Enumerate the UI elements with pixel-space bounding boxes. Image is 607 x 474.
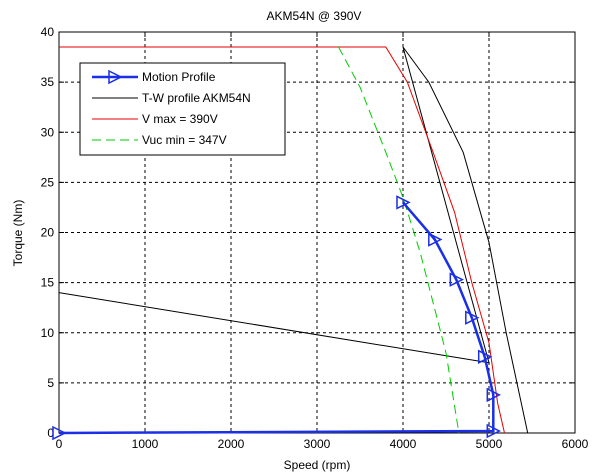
y-tick-label: 10 [41,326,55,340]
data-point [486,387,501,403]
x-tick-label: 2000 [218,437,245,451]
data-point [52,425,67,441]
y-tick-label: 25 [41,175,55,189]
series-line [338,46,460,434]
series-line [58,201,495,435]
x-tick-label: 3000 [304,437,331,451]
data-point [477,349,493,365]
y-tick-label: 0 [47,426,54,440]
y-axis-label: Torque (Nm) [11,200,25,267]
x-tick-label: 6000 [562,437,589,451]
x-tick-label: 4000 [390,437,417,451]
data-point [449,272,464,287]
chart-title: AKM54N @ 390V [267,9,362,23]
legend-label: Vuc min = 347V [142,133,227,147]
legend: Motion Profile T-W profile AKM54N V max = … [79,62,286,156]
axis-ticks: 0 1000 2000 3000 4000 5000 6000 0 5 10 15 20 25 30 35 4… [41,25,589,451]
legend-label: Motion Profile [142,70,216,84]
series-layer [52,46,529,441]
data-point [465,310,480,325]
y-tick-label: 20 [41,226,55,240]
data-point [428,232,443,247]
x-axis-label: Speed (rpm) [284,458,351,472]
y-tick-label: 30 [41,125,55,139]
series-line [58,46,529,434]
legend-marker [108,69,123,85]
y-tick-label: 5 [47,376,54,390]
x-tick-label: 0 [56,437,63,451]
legend-label: T-W profile AKM54N [142,91,251,105]
y-tick-label: 35 [41,75,55,89]
data-point [396,195,411,210]
y-tick-label: 15 [41,276,55,290]
x-tick-label: 1000 [132,437,159,451]
series-line [59,46,505,434]
x-tick-label: 5000 [476,437,503,451]
y-tick-label: 40 [41,25,55,39]
data-point [486,423,501,439]
legend-label: V max = 390V [142,112,218,126]
